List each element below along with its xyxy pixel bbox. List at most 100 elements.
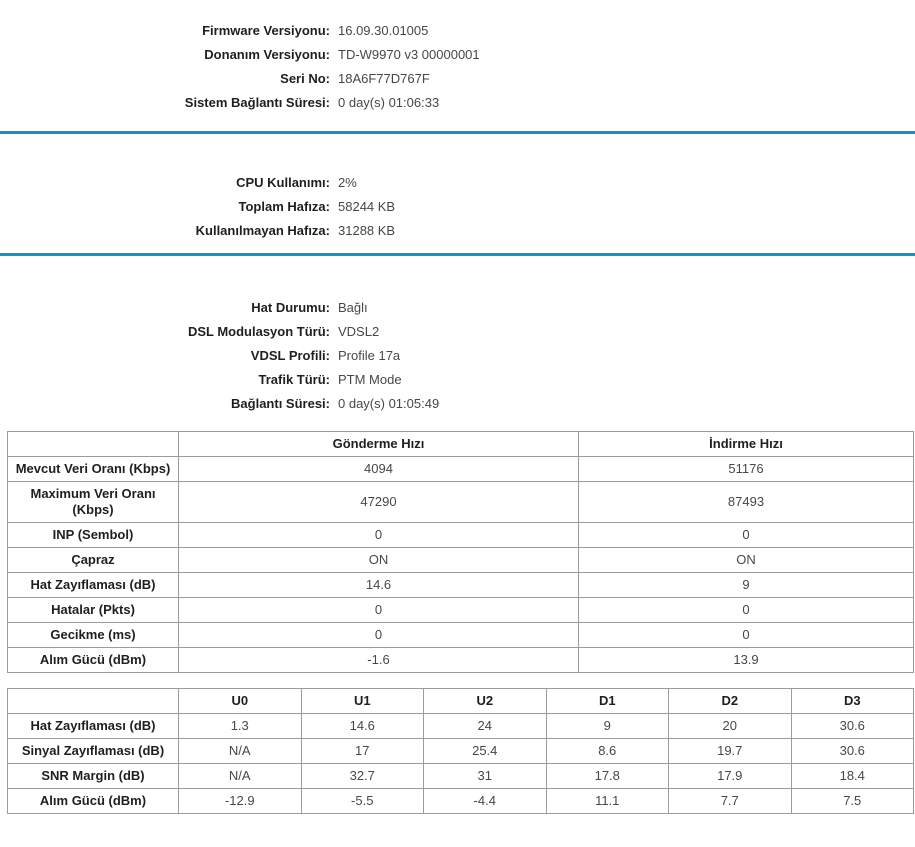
table-row: Hat Zayıflaması (dB) 1.3 14.6 24 9 20 30.6 bbox=[7, 713, 914, 739]
field-value: 18A6F77D767F bbox=[338, 71, 430, 86]
column-header: U2 bbox=[423, 688, 547, 714]
cell-value: 9 bbox=[545, 713, 669, 739]
info-row-vdsl-profile: VDSL Profili: Profile 17a bbox=[0, 344, 915, 368]
cell-value: 47290 bbox=[178, 481, 579, 523]
info-row-dsl-modulation: DSL Modulasyon Türü: VDSL2 bbox=[0, 320, 915, 344]
cell-value: 11.1 bbox=[545, 788, 669, 814]
cell-value: 20 bbox=[668, 713, 792, 739]
field-label: Firmware Versiyonu: bbox=[202, 23, 330, 38]
info-row-hardware-version: Donanım Versiyonu: TD-W9970 v3 00000001 bbox=[0, 43, 915, 67]
cell-value: 0 bbox=[578, 597, 914, 623]
info-row-firmware-version: Firmware Versiyonu: 16.09.30.01005 bbox=[0, 19, 915, 43]
column-header: Gönderme Hızı bbox=[178, 431, 579, 457]
cell-value: 7.7 bbox=[668, 788, 792, 814]
info-row-free-memory: Kullanılmayan Hafıza: 31288 KB bbox=[0, 219, 915, 243]
info-row-cpu-usage: CPU Kullanımı: 2% bbox=[0, 171, 915, 195]
cell-value: N/A bbox=[178, 738, 302, 764]
field-label: Trafik Türü: bbox=[258, 372, 330, 387]
cell-value: 32.7 bbox=[300, 763, 424, 789]
row-label: Hat Zayıflaması (dB) bbox=[7, 572, 179, 598]
table-row: INP (Sembol) 0 0 bbox=[7, 522, 914, 548]
cell-value: 25.4 bbox=[423, 738, 547, 764]
row-label: Alım Gücü (dBm) bbox=[7, 788, 179, 814]
column-header: D2 bbox=[668, 688, 792, 714]
cell-value: 1.3 bbox=[178, 713, 302, 739]
row-label: SNR Margin (dB) bbox=[7, 763, 179, 789]
cell-value: 8.6 bbox=[545, 738, 669, 764]
info-row-line-status: Hat Durumu: Bağlı bbox=[0, 296, 915, 320]
band-table: U0 U1 U2 D1 D2 D3 Hat Zayıflaması (dB) 1.3 14.6 2… bbox=[7, 688, 914, 814]
rate-table: Gönderme Hızı İndirme Hızı Mevcut Veri Ora… bbox=[7, 431, 914, 673]
info-row-serial-number: Seri No: 18A6F77D767F bbox=[0, 67, 915, 91]
cell-value: 0 bbox=[578, 522, 914, 548]
column-header: İndirme Hızı bbox=[578, 431, 914, 457]
cell-value: 17 bbox=[300, 738, 424, 764]
cell-value: 31 bbox=[423, 763, 547, 789]
info-row-system-uptime: Sistem Bağlantı Süresi: 0 day(s) 01:06:3… bbox=[0, 91, 915, 115]
cell-value: -12.9 bbox=[178, 788, 302, 814]
info-row-total-memory: Toplam Hafıza: 58244 KB bbox=[0, 195, 915, 219]
table-row: Sinyal Zayıflaması (dB) N/A 17 25.4 8.6 19.7 3… bbox=[7, 738, 914, 764]
section-divider bbox=[0, 131, 915, 134]
field-label: Donanım Versiyonu: bbox=[204, 47, 330, 62]
field-label: VDSL Profili: bbox=[250, 348, 330, 363]
cell-value: ON bbox=[578, 547, 914, 573]
device-info-section: Firmware Versiyonu: 16.09.30.01005 Donan… bbox=[0, 0, 915, 131]
row-label: Hatalar (Pkts) bbox=[7, 597, 179, 623]
row-label: Sinyal Zayıflaması (dB) bbox=[7, 738, 179, 764]
field-value: 58244 KB bbox=[338, 199, 396, 214]
cell-value: 0 bbox=[578, 622, 914, 648]
row-label: Gecikme (ms) bbox=[7, 622, 179, 648]
field-value: Profile 17a bbox=[338, 348, 401, 363]
field-label: Kullanılmayan Hafıza: bbox=[195, 223, 330, 238]
cell-value: ON bbox=[178, 547, 579, 573]
column-header: U0 bbox=[178, 688, 302, 714]
section-divider bbox=[0, 253, 915, 256]
cell-value: 30.6 bbox=[790, 738, 914, 764]
field-value: VDSL2 bbox=[338, 324, 380, 339]
corner-cell bbox=[7, 431, 179, 457]
table-header-row: U0 U1 U2 D1 D2 D3 bbox=[7, 688, 914, 714]
field-label: Bağlantı Süresi: bbox=[231, 396, 330, 411]
field-value: 31288 KB bbox=[338, 223, 396, 238]
cell-value: 13.9 bbox=[578, 647, 914, 673]
cell-value: 4094 bbox=[178, 456, 579, 482]
field-value: 16.09.30.01005 bbox=[338, 23, 429, 38]
field-label: CPU Kullanımı: bbox=[236, 175, 330, 190]
cell-value: 9 bbox=[578, 572, 914, 598]
corner-cell bbox=[7, 688, 179, 714]
cell-value: -5.5 bbox=[300, 788, 424, 814]
field-value: 2% bbox=[338, 175, 357, 190]
column-header: D1 bbox=[545, 688, 669, 714]
column-header: U1 bbox=[300, 688, 424, 714]
cell-value: 51176 bbox=[578, 456, 914, 482]
cell-value: -4.4 bbox=[423, 788, 547, 814]
table-row: SNR Margin (dB) N/A 32.7 31 17.8 17.9 18.4 bbox=[7, 763, 914, 789]
cell-value: 17.8 bbox=[545, 763, 669, 789]
row-label: Çapraz bbox=[7, 547, 179, 573]
status-page: Firmware Versiyonu: 16.09.30.01005 Donan… bbox=[0, 0, 915, 814]
cell-value: 7.5 bbox=[790, 788, 914, 814]
field-value: PTM Mode bbox=[338, 372, 402, 387]
cell-value: 0 bbox=[178, 522, 579, 548]
field-label: Toplam Hafıza: bbox=[238, 199, 331, 214]
cell-value: -1.6 bbox=[178, 647, 579, 673]
cell-value: 24 bbox=[423, 713, 547, 739]
cell-value: 17.9 bbox=[668, 763, 792, 789]
dsl-line-status-section: Hat Durumu: Bağlı DSL Modulasyon Türü: V… bbox=[0, 256, 915, 431]
cell-value: 19.7 bbox=[668, 738, 792, 764]
row-label: Hat Zayıflaması (dB) bbox=[7, 713, 179, 739]
field-label: Seri No: bbox=[280, 71, 330, 86]
cell-value: 0 bbox=[178, 597, 579, 623]
cell-value: 30.6 bbox=[790, 713, 914, 739]
row-label: Alım Gücü (dBm) bbox=[7, 647, 179, 673]
column-header: D3 bbox=[790, 688, 914, 714]
row-label: INP (Sembol) bbox=[7, 522, 179, 548]
field-value: 0 day(s) 01:05:49 bbox=[338, 396, 440, 411]
row-label: Mevcut Veri Oranı (Kbps) bbox=[7, 456, 179, 482]
table-row: Hatalar (Pkts) 0 0 bbox=[7, 597, 914, 623]
table-row: Alım Gücü (dBm) -1.6 13.9 bbox=[7, 647, 914, 673]
table-row: Gecikme (ms) 0 0 bbox=[7, 622, 914, 648]
table-row: Alım Gücü (dBm) -12.9 -5.5 -4.4 11.1 7.7 7.5 bbox=[7, 788, 914, 814]
